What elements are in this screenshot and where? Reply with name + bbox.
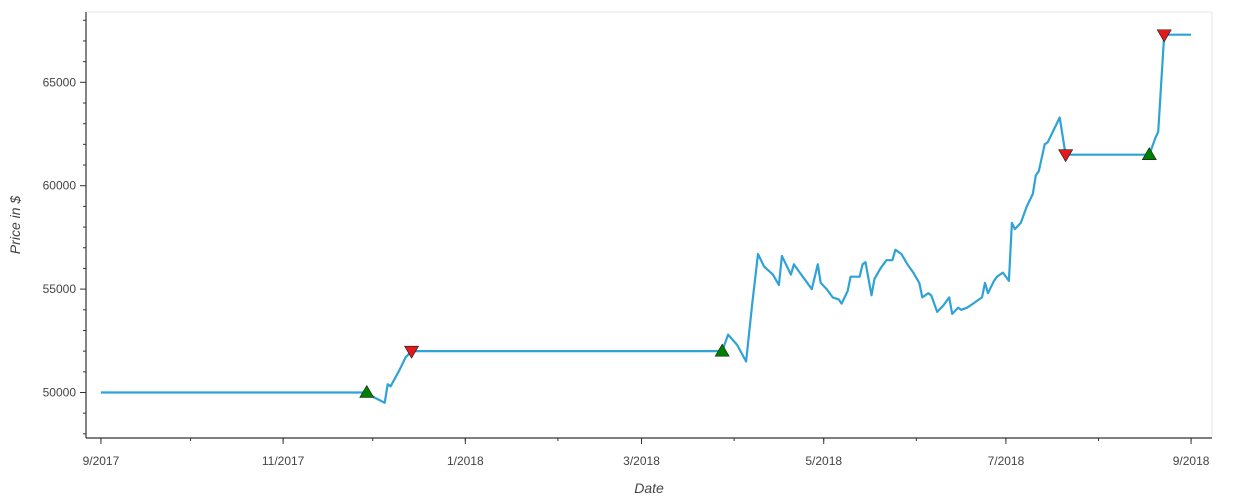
x-axis: 9/2017 11/2017 1/2018 3/2018 5/2018 7/2018 9/2… (83, 437, 1212, 468)
marker-layer (359, 29, 1172, 398)
plot-frame (85, 11, 1213, 439)
x-tick-label: 7/2018 (988, 454, 1025, 468)
sell-marker (1156, 29, 1172, 43)
buy-marker (359, 384, 375, 398)
sell-marker (404, 345, 420, 359)
x-axis-title: Date (634, 480, 664, 496)
x-tick-label: 9/2018 (1173, 454, 1210, 468)
buy-marker (1141, 147, 1157, 160)
y-tick-label: 60000 (43, 179, 77, 193)
x-tick-label: 9/2017 (83, 454, 120, 468)
x-tick-label: 1/2018 (447, 454, 484, 468)
y-axis-title: Price in $ (7, 196, 23, 255)
x-tick-label: 11/2017 (262, 454, 305, 468)
sell-marker (1058, 149, 1074, 163)
x-tick-label: 5/2018 (805, 454, 842, 468)
y-tick-label: 55000 (43, 282, 77, 296)
y-axis: 50000 55000 60000 65000 (43, 12, 87, 438)
buy-marker (714, 343, 730, 357)
x-tick-label: 3/2018 (623, 454, 660, 468)
series-layer (100, 33, 1192, 404)
y-tick-label: 65000 (43, 75, 77, 89)
y-tick-label: 50000 (43, 386, 77, 400)
price-line (100, 33, 1192, 404)
